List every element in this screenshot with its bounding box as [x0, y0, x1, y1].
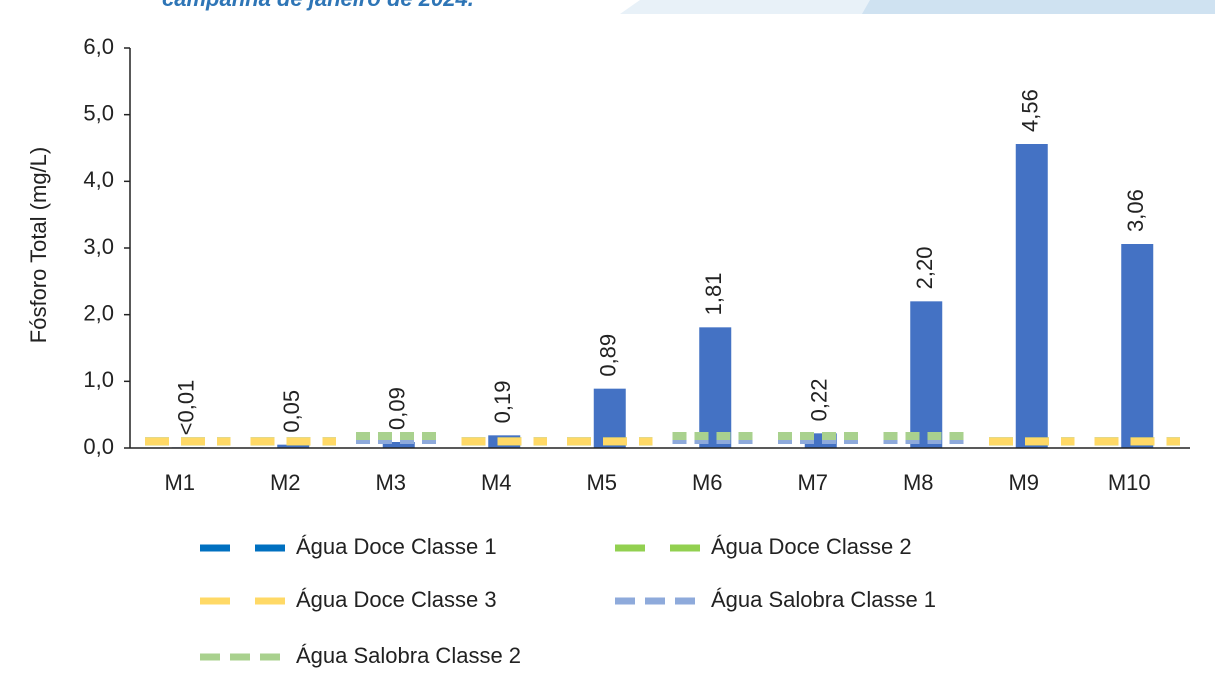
- legend-label: Água Doce Classe 3: [296, 587, 497, 612]
- x-tick-label: M4: [481, 470, 512, 495]
- chart-title: campanha de janeiro de 2024.: [162, 0, 474, 11]
- value-label: 3,06: [1123, 189, 1148, 232]
- bar: [382, 442, 415, 448]
- x-tick-label: M2: [270, 470, 301, 495]
- header-decoration: [862, 0, 1215, 14]
- bar: [699, 327, 732, 448]
- y-tick-label: 1,0: [83, 367, 114, 392]
- value-label: 0,89: [596, 334, 621, 377]
- legend-label: Água Salobra Classe 2: [296, 643, 521, 668]
- bar: [1015, 144, 1048, 448]
- value-label: 2,20: [912, 247, 937, 290]
- y-axis-label: Fósforo Total (mg/L): [26, 147, 51, 343]
- y-tick-label: 2,0: [83, 300, 114, 325]
- bar: [1121, 244, 1154, 448]
- x-tick-label: M3: [375, 470, 406, 495]
- value-label: 0,05: [279, 390, 304, 433]
- bar: [910, 301, 943, 448]
- y-tick-label: 3,0: [83, 234, 114, 259]
- y-tick-label: 5,0: [83, 100, 114, 125]
- value-label: 0,19: [490, 381, 515, 424]
- legend-label: Água Salobra Classe 1: [711, 587, 936, 612]
- x-tick-label: M7: [797, 470, 828, 495]
- bar: [277, 444, 310, 448]
- value-label: 0,22: [807, 379, 832, 422]
- value-label: 4,56: [1018, 89, 1043, 132]
- x-tick-label: M5: [586, 470, 617, 495]
- legend-label: Água Doce Classe 1: [296, 534, 497, 559]
- y-tick-label: 6,0: [83, 34, 114, 59]
- x-tick-label: M6: [692, 470, 723, 495]
- value-label: 1,81: [701, 273, 726, 316]
- y-tick-label: 4,0: [83, 167, 114, 192]
- x-tick-label: M9: [1008, 470, 1039, 495]
- x-tick-label: M8: [903, 470, 934, 495]
- legend-label: Água Doce Classe 2: [711, 534, 912, 559]
- x-tick-label: M10: [1108, 470, 1151, 495]
- y-tick-label: 0,0: [83, 434, 114, 459]
- value-label: 0,09: [385, 387, 410, 430]
- value-label: <0,01: [174, 380, 199, 436]
- x-tick-label: M1: [164, 470, 195, 495]
